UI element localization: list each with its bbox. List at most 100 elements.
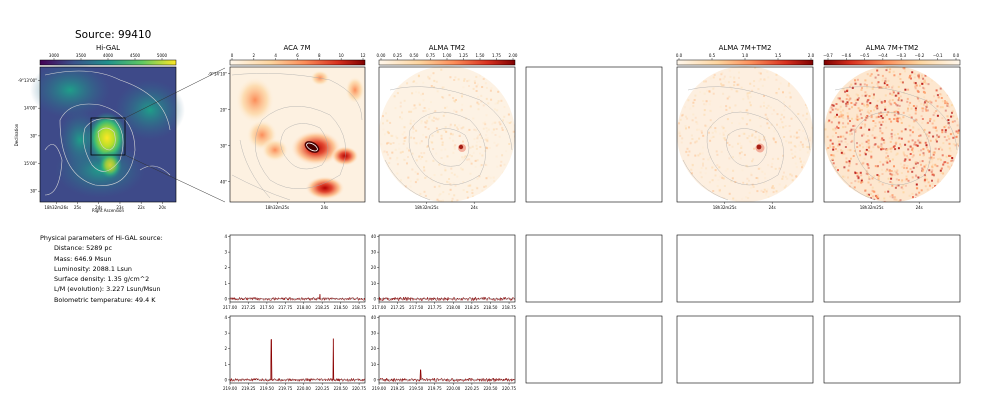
noise-pixel xyxy=(750,186,753,189)
noise-pixel xyxy=(723,75,726,78)
noise-pixel xyxy=(889,160,891,163)
noise-pixel xyxy=(937,158,940,161)
noise-pixel xyxy=(763,138,766,141)
noise-pixel xyxy=(899,95,902,98)
noise-pixel xyxy=(917,150,920,153)
noise-pixel xyxy=(757,167,760,170)
noise-pixel xyxy=(835,103,838,105)
noise-pixel xyxy=(927,83,930,86)
spectrum-line xyxy=(378,369,516,383)
noise-pixel xyxy=(934,126,937,129)
noise-pixel xyxy=(882,163,885,166)
noise-pixel xyxy=(954,136,957,139)
noise-pixel xyxy=(895,198,898,201)
noise-pixel xyxy=(874,143,877,146)
noise-pixel xyxy=(809,136,811,139)
noise-pixel xyxy=(765,107,768,109)
noise-pixel xyxy=(902,81,904,84)
x-tick-label: 219.50 xyxy=(409,386,423,391)
noise-pixel xyxy=(886,160,889,162)
noise-pixel xyxy=(477,108,480,111)
noise-pixel xyxy=(436,131,439,134)
noise-pixel xyxy=(884,120,887,123)
noise-pixel xyxy=(924,100,927,103)
noise-pixel xyxy=(394,107,397,110)
noise-pixel xyxy=(848,107,851,110)
noise-pixel xyxy=(924,185,927,188)
noise-pixel xyxy=(449,188,452,191)
noise-pixel xyxy=(923,91,926,94)
noise-pixel xyxy=(903,67,906,70)
noise-pixel xyxy=(889,147,892,150)
noise-pixel xyxy=(703,109,706,112)
noise-pixel xyxy=(716,164,719,167)
noise-pixel xyxy=(438,194,441,197)
noise-pixel xyxy=(420,122,423,125)
noise-pixel xyxy=(720,84,723,87)
y-tick-label: 20 xyxy=(371,346,377,351)
physical-parameters: Physical parameters of Hi-GAL source: Di… xyxy=(40,233,163,305)
noise-pixel xyxy=(857,97,860,100)
noise-pixel xyxy=(830,154,833,157)
noise-pixel xyxy=(854,171,857,174)
noise-pixel xyxy=(714,174,717,177)
noise-pixel xyxy=(856,118,859,121)
noise-pixel xyxy=(864,94,867,97)
noise-pixel xyxy=(851,117,853,120)
noise-pixel xyxy=(869,110,872,113)
noise-pixel xyxy=(929,139,932,142)
noise-pixel xyxy=(921,167,924,170)
noise-pixel xyxy=(745,123,748,126)
heatmap-7mtm2-residual xyxy=(823,66,961,203)
noise-pixel xyxy=(424,194,427,197)
noise-pixel xyxy=(932,156,935,159)
noise-pixel xyxy=(876,107,879,110)
xaxis-ticks-7mtm2: 18h32m25s 24s xyxy=(713,202,776,210)
noise-pixel xyxy=(480,100,483,103)
colorbar-tick-label: 1.50 xyxy=(476,53,485,58)
noise-pixel xyxy=(879,127,882,130)
noise-pixel xyxy=(912,126,915,129)
noise-pixel xyxy=(896,104,899,107)
noise-pixel xyxy=(479,165,482,168)
noise-pixel xyxy=(923,154,925,156)
noise-pixel xyxy=(875,136,878,139)
noise-pixel xyxy=(500,160,503,163)
noise-pixel xyxy=(436,90,439,93)
noise-pixel xyxy=(401,150,404,153)
noise-pixel xyxy=(742,117,744,120)
noise-pixel xyxy=(485,86,488,89)
noise-pixel xyxy=(720,73,723,76)
noise-pixel xyxy=(748,140,751,143)
x-tick-label: 219.75 xyxy=(278,386,292,391)
noise-pixel xyxy=(508,122,511,124)
noise-pixel xyxy=(948,105,951,108)
noise-pixel xyxy=(831,135,834,138)
noise-pixel xyxy=(909,146,912,148)
noise-pixel xyxy=(492,128,495,131)
noise-pixel xyxy=(908,124,911,127)
y-tick-label: 40 xyxy=(371,315,377,320)
source-title: Source: 99410 xyxy=(75,29,152,41)
noise-pixel xyxy=(828,119,831,122)
noise-pixel xyxy=(874,125,877,128)
noise-pixel xyxy=(708,90,711,93)
noise-pixel xyxy=(885,69,888,72)
noise-pixel xyxy=(755,177,758,179)
noise-pixel xyxy=(496,165,499,168)
noise-pixel xyxy=(878,112,881,115)
noise-pixel xyxy=(941,100,944,103)
noise-pixel xyxy=(802,114,805,117)
colorbar-tick-label: −0.5 xyxy=(860,53,870,58)
noise-pixel xyxy=(849,120,851,122)
noise-pixel xyxy=(875,105,878,108)
colorbar-tick-label: 0 xyxy=(231,53,234,58)
noise-pixel xyxy=(914,85,917,88)
x-tick-label: 18h32m25s xyxy=(713,205,737,210)
noise-pixel xyxy=(492,121,495,124)
noise-pixel xyxy=(844,125,847,128)
noise-pixel xyxy=(799,141,802,144)
noise-pixel xyxy=(788,82,790,85)
noise-pixel xyxy=(691,163,694,166)
noise-pixel xyxy=(431,141,434,144)
